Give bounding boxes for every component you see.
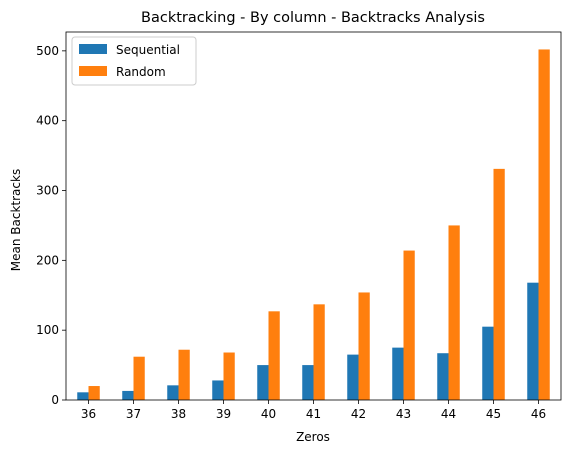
x-tick-label-42: 42 <box>351 407 366 421</box>
x-tick-label-38: 38 <box>171 407 186 421</box>
bar-sequential-46 <box>527 282 539 400</box>
bar-random-43 <box>403 250 415 400</box>
bar-sequential-45 <box>482 326 494 400</box>
legend-label-random: Random <box>116 65 166 79</box>
y-tick-label-0: 0 <box>51 393 59 407</box>
y-tick-label-500: 500 <box>36 44 59 58</box>
bar-sequential-44 <box>437 353 449 400</box>
bar-sequential-41 <box>302 365 314 400</box>
plot-area: 36 37 38 39 40 41 42 43 44 45 46 0 100 200 300 400 500 <box>36 31 562 421</box>
legend-swatch-random <box>79 66 107 76</box>
x-tick-label-41: 41 <box>306 407 321 421</box>
y-tick-label-100: 100 <box>36 323 59 337</box>
x-tick-label-36: 36 <box>81 407 96 421</box>
x-tick-label-43: 43 <box>396 407 411 421</box>
bar-random-39 <box>223 352 235 400</box>
x-tick-label-45: 45 <box>486 407 501 421</box>
bar-random-42 <box>358 292 370 400</box>
x-tick-label-46: 46 <box>531 407 546 421</box>
legend-swatch-sequential <box>79 44 107 54</box>
bar-sequential-40 <box>257 365 269 400</box>
bar-random-36 <box>88 386 100 400</box>
bar-sequential-43 <box>392 347 404 400</box>
y-tick-label-300: 300 <box>36 184 59 198</box>
bar-random-37 <box>133 356 145 400</box>
bar-sequential-36 <box>77 392 89 400</box>
x-tick-label-39: 39 <box>216 407 231 421</box>
legend: Sequential Random <box>71 36 197 86</box>
y-tick-label-200: 200 <box>36 253 59 267</box>
bar-random-41 <box>313 304 325 400</box>
bar-sequential-37 <box>122 390 134 400</box>
x-tick-label-40: 40 <box>261 407 276 421</box>
bar-sequential-42 <box>347 354 359 400</box>
x-tick-label-37: 37 <box>126 407 141 421</box>
legend-label-sequential: Sequential <box>116 43 180 57</box>
bar-sequential-39 <box>212 380 224 400</box>
bar-random-45 <box>493 168 505 400</box>
bar-random-44 <box>448 225 460 400</box>
bar-random-46 <box>538 49 550 400</box>
x-tick-label-44: 44 <box>441 407 456 421</box>
bar-random-40 <box>268 311 280 400</box>
x-axis-label: Zeros <box>296 430 330 444</box>
y-tick-label-400: 400 <box>36 114 59 128</box>
bar-sequential-38 <box>167 385 179 400</box>
chart-title: Backtracking - By column - Backtracks An… <box>141 10 485 26</box>
bar-random-38 <box>178 349 190 400</box>
y-axis-label: Mean Backtracks <box>9 169 23 271</box>
